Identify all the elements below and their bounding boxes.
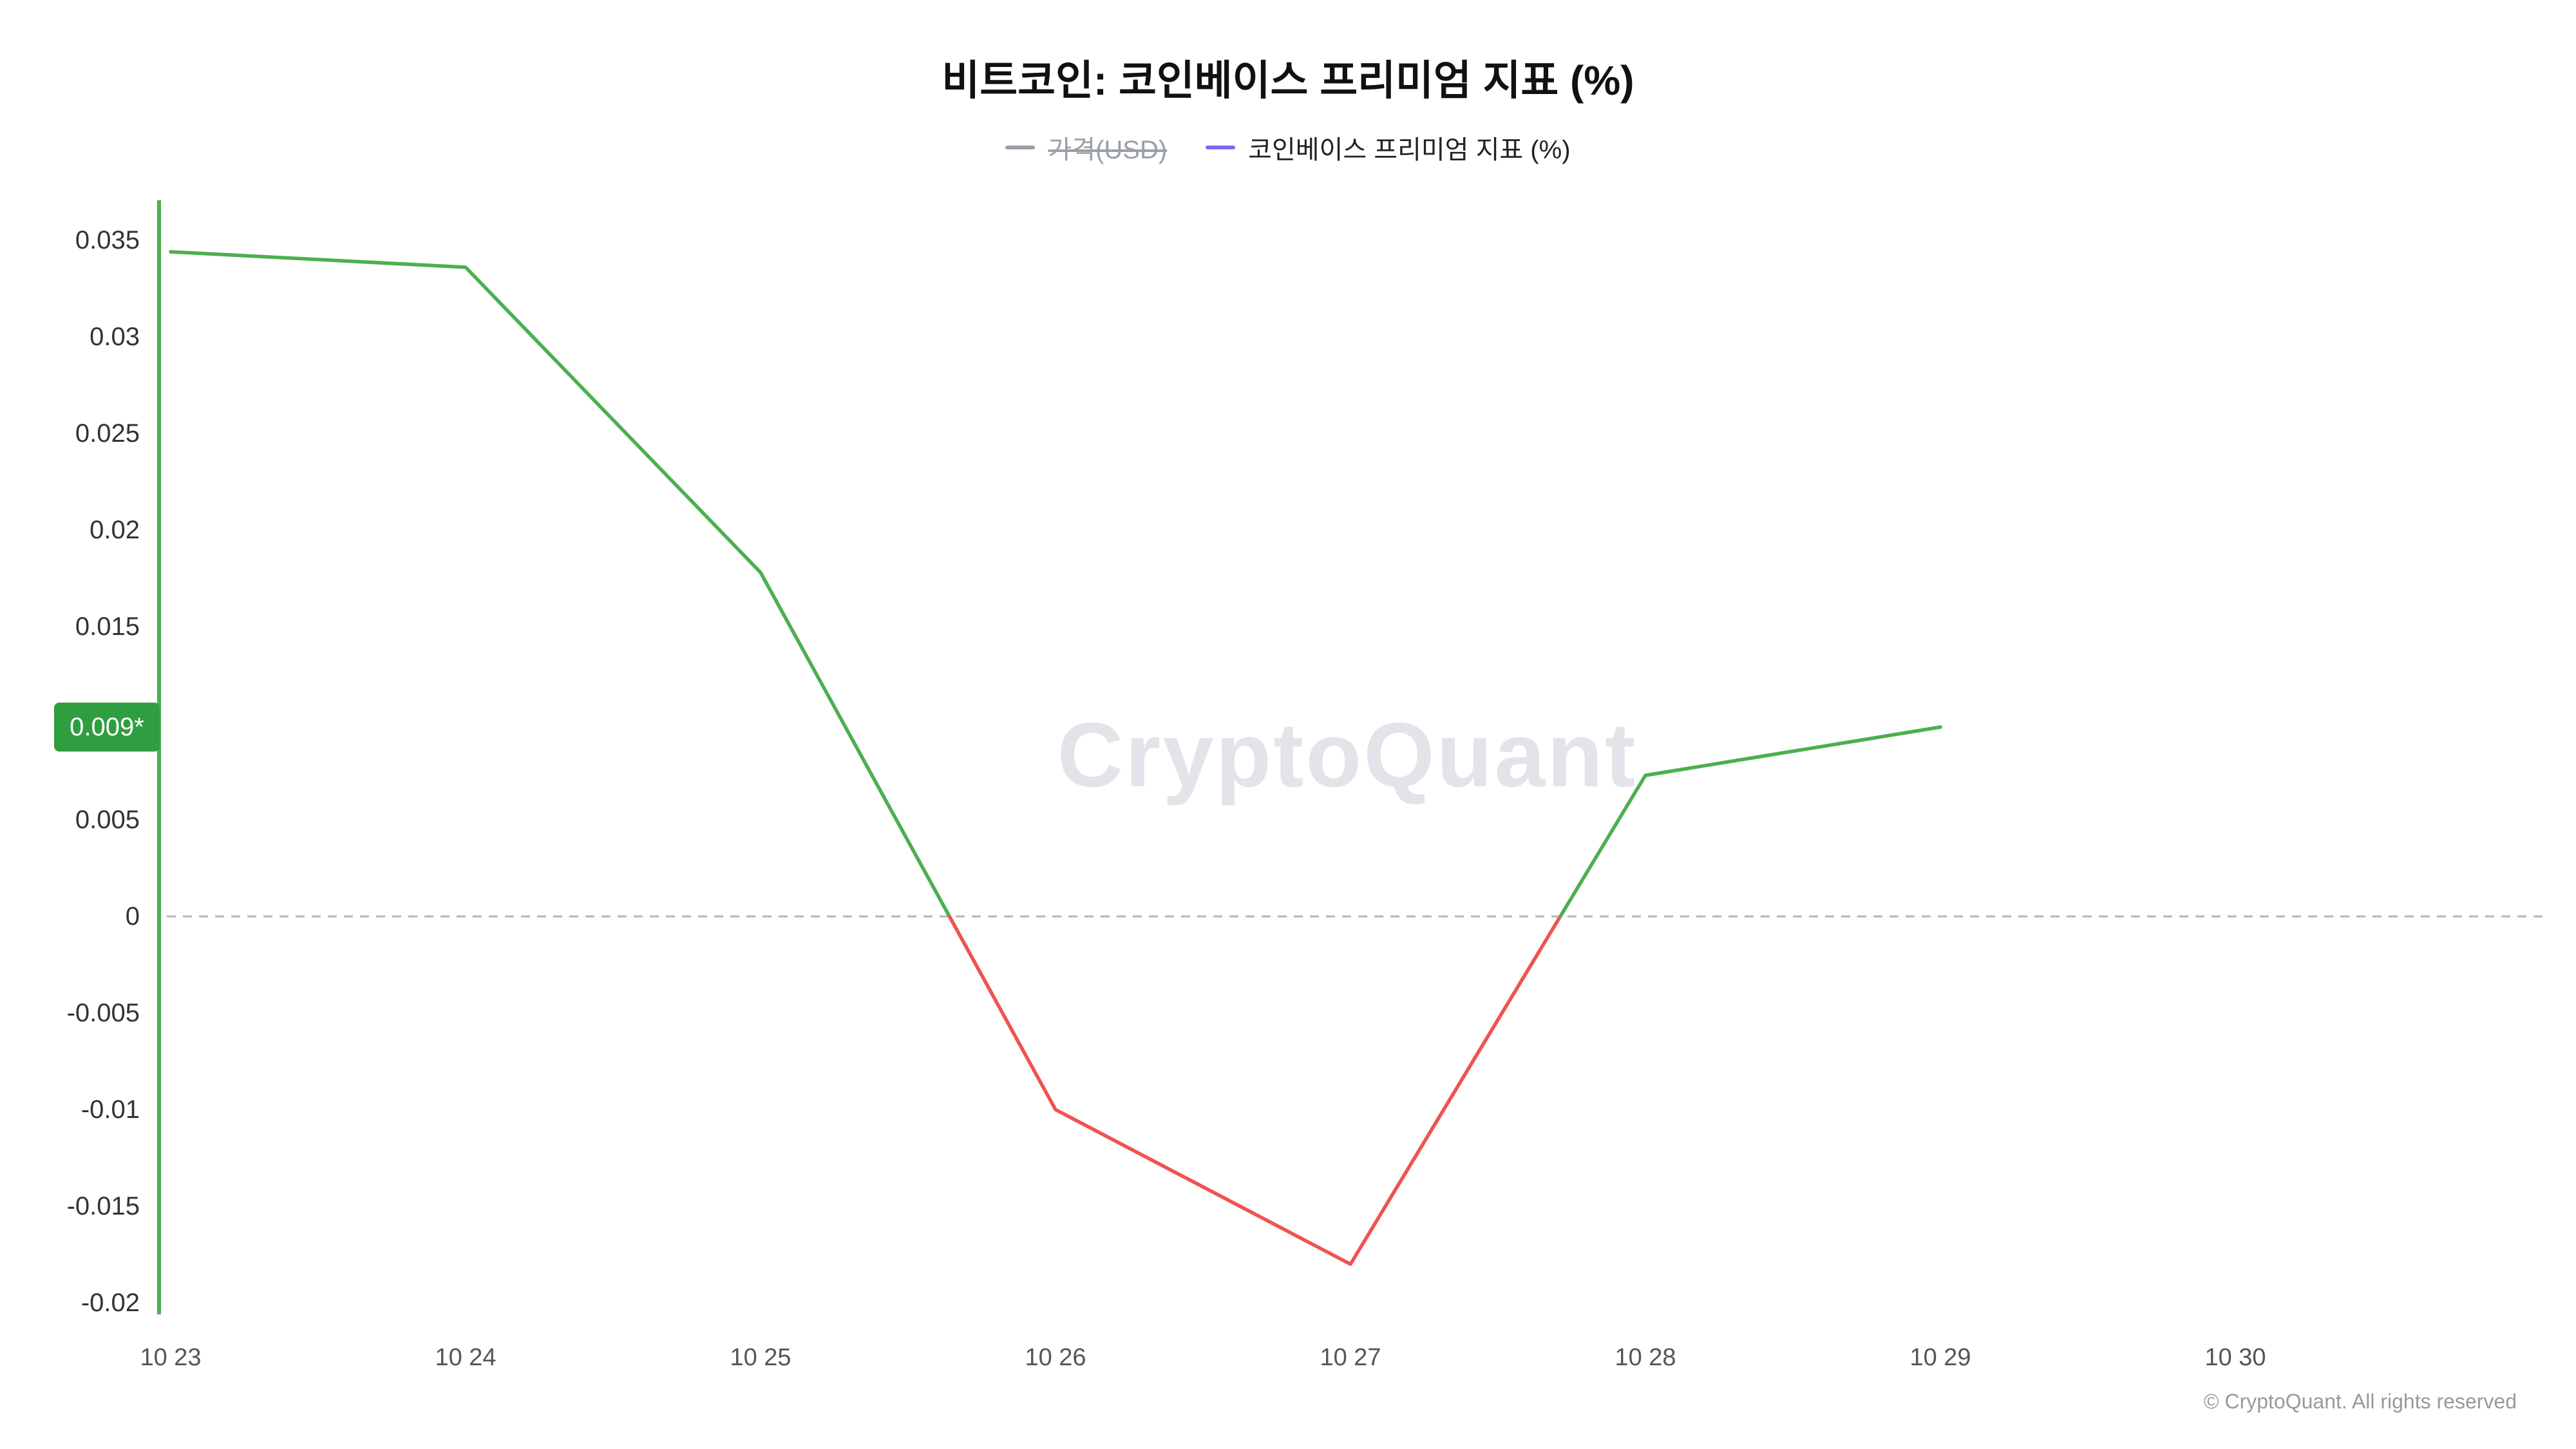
x-tick-label: 10 29 bbox=[1909, 1344, 1971, 1371]
y-tick-label: 0.035 bbox=[75, 226, 140, 254]
premium-line-negative-segment bbox=[947, 914, 1562, 1266]
copyright-notice: © CryptoQuant. All rights reserved bbox=[2204, 1390, 2517, 1413]
x-tick-label: 10 23 bbox=[140, 1344, 202, 1371]
x-tick-label: 10 24 bbox=[435, 1344, 497, 1371]
chart-title: 비트코인: 코인베이스 프리미엄 지표 (%) bbox=[942, 57, 1634, 104]
x-tick-label: 10 28 bbox=[1615, 1344, 1676, 1371]
y-tick-label: -0.01 bbox=[80, 1095, 140, 1124]
legend-line-marker-premium bbox=[1206, 146, 1236, 149]
premium-line-positive-segment bbox=[169, 250, 952, 918]
legend-line-marker-price bbox=[1005, 146, 1036, 149]
y-tick-label: 0.025 bbox=[75, 419, 140, 448]
y-tick-label: 0.015 bbox=[75, 612, 140, 641]
y-tick-label: -0.02 bbox=[80, 1289, 140, 1317]
y-tick-label: 0.005 bbox=[75, 806, 140, 834]
y-tick-label: -0.005 bbox=[66, 999, 140, 1027]
legend-item-price-usd[interactable]: 가격(USD) bbox=[1005, 129, 1167, 166]
premium-line-positive-segment bbox=[1558, 725, 1942, 918]
cryptoquant-watermark: CryptoQuant bbox=[1057, 704, 1638, 806]
x-tick-label: 10 30 bbox=[2204, 1344, 2266, 1371]
legend-item-coinbase-premium[interactable]: 코인베이스 프리미엄 지표 (%) bbox=[1206, 129, 1571, 166]
current-value-badge: 0.009* bbox=[54, 703, 160, 752]
y-tick-label: -0.015 bbox=[66, 1192, 140, 1220]
x-tick-label: 10 25 bbox=[730, 1344, 791, 1371]
y-tick-label: 0 bbox=[125, 902, 140, 931]
x-tick-label: 10 26 bbox=[1025, 1344, 1086, 1371]
legend: 가격(USD) 코인베이스 프리미엄 지표 (%) bbox=[0, 129, 2576, 166]
y-tick-label: 0.03 bbox=[90, 323, 140, 351]
legend-label-price: 가격(USD) bbox=[1048, 136, 1168, 164]
x-tick-label: 10 27 bbox=[1320, 1344, 1381, 1371]
y-tick-label: 0.02 bbox=[90, 516, 140, 544]
legend-label-premium: 코인베이스 프리미엄 지표 (%) bbox=[1248, 136, 1571, 164]
